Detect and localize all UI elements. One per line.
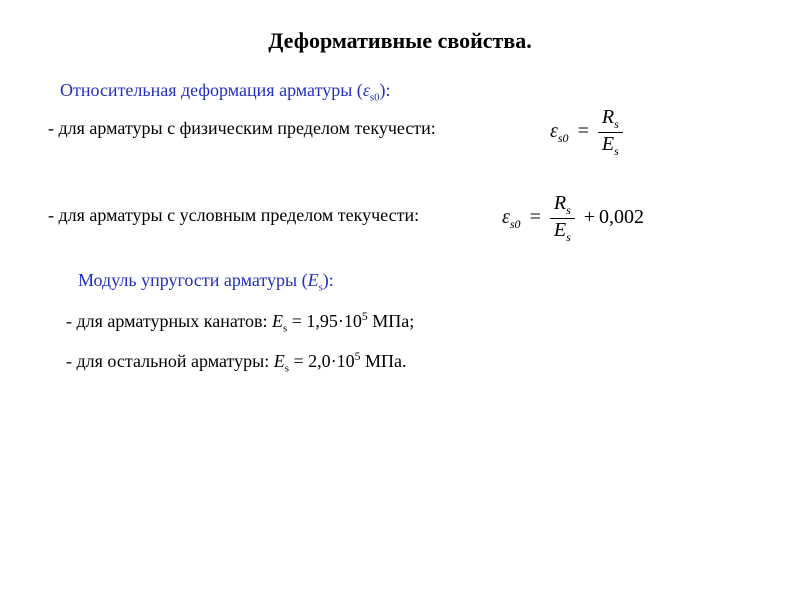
strain-intro-end: ):: [380, 80, 391, 100]
eq1-den-sub: s: [614, 144, 619, 158]
eq2-num: R: [554, 192, 566, 214]
modulus-symbol: E: [308, 270, 319, 290]
epsilon-symbol: ε: [363, 80, 370, 100]
eq2-plus: +: [580, 206, 599, 228]
cables-sym: E: [272, 311, 283, 331]
eq1-equals: =: [574, 120, 593, 142]
strain-intro: Относительная деформация арматуры (εs0):: [60, 80, 391, 104]
other-end: МПа.: [360, 351, 406, 371]
equation-conventional: εs0 = Rs Es +0,002: [502, 192, 644, 245]
epsilon-subscript: s0: [370, 92, 380, 104]
eq2-const: 0,002: [599, 206, 644, 228]
other-rebar-line: - для остальной арматуры: Es = 2,0·105 М…: [66, 350, 406, 375]
modulus-intro-text: Модуль упругости арматуры (: [78, 270, 308, 290]
eq1-lhs: ε: [550, 120, 558, 142]
cables-mid: = 1,95·10: [287, 311, 362, 331]
cables-prefix: - для арматурных канатов:: [66, 311, 272, 331]
modulus-intro: Модуль упругости арматуры (Es):: [78, 270, 334, 294]
eq2-num-sub: s: [566, 203, 571, 217]
eq2-equals: =: [526, 206, 545, 228]
other-sym: E: [274, 351, 285, 371]
eq2-lhs-sub: s0: [510, 217, 521, 231]
eq1-num: R: [602, 106, 614, 128]
modulus-intro-end: ):: [323, 270, 334, 290]
strain-intro-text: Относительная деформация арматуры (: [60, 80, 363, 100]
cables-line: - для арматурных канатов: Es = 1,95·105 …: [66, 310, 414, 335]
eq1-fraction: Rs Es: [598, 106, 623, 159]
eq2-den: E: [554, 219, 566, 241]
eq2-fraction: Rs Es: [550, 192, 575, 245]
other-prefix: - для остальной арматуры:: [66, 351, 274, 371]
equation-physical: εs0 = Rs Es: [550, 106, 623, 159]
physical-yield-line: - для арматуры с физическим пределом тек…: [48, 118, 436, 139]
conventional-yield-line: - для арматуры с условным пределом текуч…: [48, 205, 419, 226]
cables-end: МПа;: [368, 311, 415, 331]
eq1-lhs-sub: s0: [558, 131, 569, 145]
eq2-lhs: ε: [502, 206, 510, 228]
eq2-den-sub: s: [566, 230, 571, 244]
eq1-den: E: [602, 133, 614, 155]
other-mid: = 2,0·10: [289, 351, 355, 371]
slide: Деформативные свойства. Относительная де…: [0, 0, 800, 600]
page-title: Деформативные свойства.: [0, 28, 800, 54]
eq1-num-sub: s: [614, 117, 619, 131]
